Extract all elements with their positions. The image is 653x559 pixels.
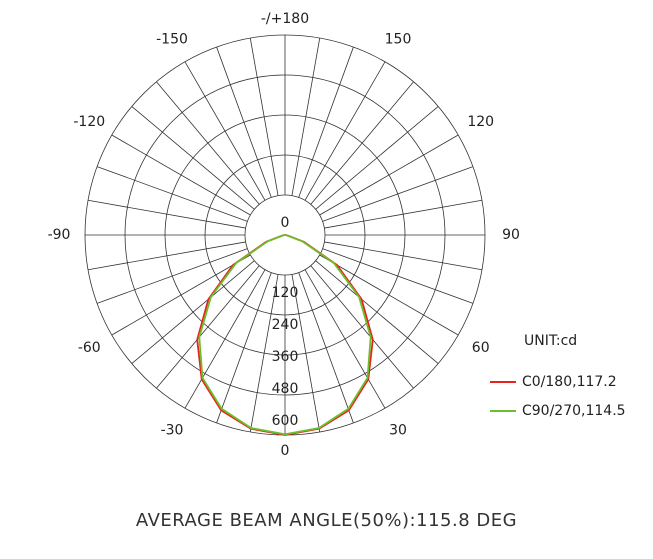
angle-tick-label: -/+180 [261, 11, 309, 27]
grid-spoke [319, 254, 459, 336]
legend: UNIT:cd C0/180,117.2 C90/270,114.5 [490, 333, 626, 419]
radial-tick-label: 600 [272, 413, 299, 429]
grid-spoke [291, 37, 321, 196]
grid-spoke [324, 199, 483, 229]
grid-spoke [310, 81, 414, 205]
grid-spoke [322, 248, 474, 304]
angle-tick-label: 60 [472, 340, 490, 356]
angle-tick-label: 90 [502, 227, 520, 243]
angle-tick-label: -150 [156, 31, 188, 47]
grid-spoke [184, 269, 266, 409]
angle-tick-label: -120 [73, 114, 105, 130]
grid-spoke [111, 254, 251, 336]
grid-spoke [304, 61, 386, 201]
radial-labels: 0 120 240 360 480 600 [272, 215, 299, 429]
grid-spoke [184, 61, 266, 201]
grid-spoke [324, 241, 483, 271]
grid-spoke [315, 260, 439, 364]
unit-label: UNIT:cd [524, 333, 577, 349]
series-curves [196, 234, 374, 436]
angle-tick-label: -90 [48, 227, 71, 243]
grid-spoke [322, 166, 474, 222]
grid-spoke [216, 46, 272, 198]
legend-label: C0/180,117.2 [522, 374, 617, 390]
grid-spoke [216, 272, 272, 424]
radial-tick-label: 120 [272, 285, 299, 301]
grid-spoke [298, 272, 354, 424]
polar-grid [84, 34, 486, 436]
legend-label: C90/270,114.5 [522, 403, 626, 419]
grid-spoke [315, 106, 439, 210]
grid-spoke [156, 265, 260, 389]
grid-spoke [131, 106, 255, 210]
angle-tick-label: -60 [78, 340, 101, 356]
radial-tick-label: 480 [272, 381, 299, 397]
grid-spoke [249, 37, 279, 196]
angle-tick-label: -30 [161, 423, 184, 439]
grid-spoke [131, 260, 255, 364]
grid-spoke [249, 274, 279, 433]
radial-tick-label: 0 [281, 215, 290, 231]
angle-tick-label: 30 [389, 423, 407, 439]
angle-tick-label: 0 [281, 443, 290, 459]
grid-spoke [87, 241, 246, 271]
angle-tick-label: 120 [467, 114, 494, 130]
angle-labels: -/+180 150 120 90 60 30 0 -30 -60 -90 -120 -150 [48, 11, 520, 459]
radial-tick-label: 240 [272, 317, 299, 333]
grid-spoke [156, 81, 260, 205]
grid-spoke [111, 134, 251, 216]
series-curve [198, 234, 372, 436]
beam-angle-caption: AVERAGE BEAM ANGLE(50%):115.8 DEG [135, 510, 518, 531]
grid-spoke [291, 274, 321, 433]
grid-spoke [319, 134, 459, 216]
grid-spoke [87, 199, 246, 229]
radial-tick-label: 360 [272, 349, 299, 365]
grid-spoke [96, 166, 248, 222]
angle-tick-label: 150 [385, 31, 412, 47]
grid-spoke [310, 265, 414, 389]
grid-spoke [96, 248, 248, 304]
grid-spoke [304, 269, 386, 409]
grid-spoke [298, 46, 354, 198]
